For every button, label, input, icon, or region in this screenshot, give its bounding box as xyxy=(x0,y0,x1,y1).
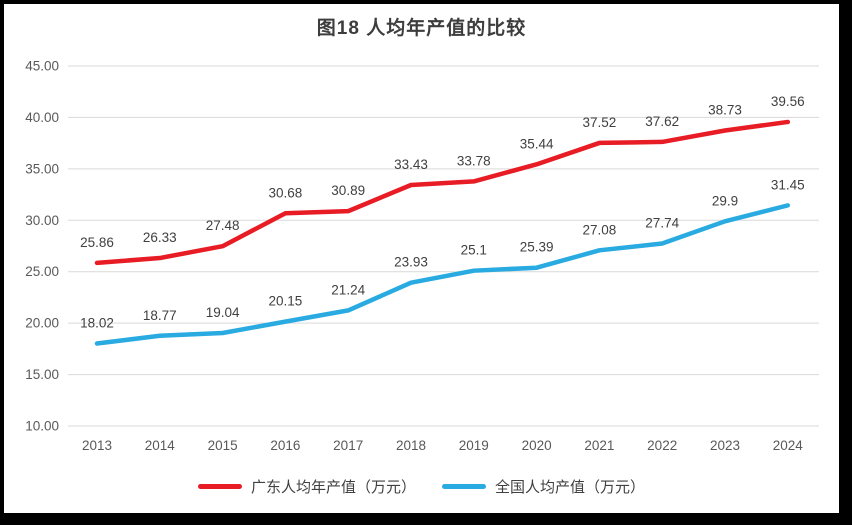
data-label-series-1: 27.74 xyxy=(645,216,679,231)
y-tick-label: 25.00 xyxy=(25,264,59,279)
data-label-series-0: 33.78 xyxy=(457,153,491,168)
legend-item-guangdong: 广东人均年产值（万元） xyxy=(197,476,416,497)
series-line-0 xyxy=(94,119,791,266)
chart-legend: 广东人均年产值（万元） 全国人均产值（万元） xyxy=(4,476,839,497)
x-tick-label: 2020 xyxy=(522,438,552,453)
x-tick-label: 2015 xyxy=(208,438,238,453)
y-tick-label: 20.00 xyxy=(25,316,59,331)
chart-canvas: 图18 人均年产值的比较 10.00 15.00 20.00 25.00 30.00 35… xyxy=(4,4,839,513)
data-label-series-1: 23.93 xyxy=(394,255,428,270)
x-tick-label: 2023 xyxy=(710,438,740,453)
chart-title: 图18 人均年产值的比较 xyxy=(316,18,527,39)
y-tick-label: 45.00 xyxy=(25,59,59,74)
data-label-series-0: 37.62 xyxy=(645,114,679,129)
data-label-series-1: 29.9 xyxy=(712,193,738,208)
data-label-series-1: 31.45 xyxy=(771,177,805,192)
data-label-series-0: 30.68 xyxy=(269,185,303,200)
data-label-series-1: 21.24 xyxy=(331,282,365,297)
x-tick-label: 2014 xyxy=(145,438,176,453)
y-tick-label: 30.00 xyxy=(25,213,59,228)
data-label-series-0: 39.56 xyxy=(771,94,805,109)
x-tick-label: 2019 xyxy=(459,438,489,453)
y-tick-label: 40.00 xyxy=(25,110,59,125)
x-tick-label: 2024 xyxy=(773,438,804,453)
y-tick-label: 35.00 xyxy=(25,161,59,176)
x-tick-label: 2016 xyxy=(270,438,300,453)
data-label-series-1: 25.39 xyxy=(520,240,554,255)
line-chart-plot: 10.00 15.00 20.00 25.00 30.00 35.00 40.00 45.00… xyxy=(25,59,819,453)
y-tick-label: 15.00 xyxy=(25,367,59,382)
legend-line-swatch-blue xyxy=(442,484,486,489)
legend-label-national: 全国人均产值（万元） xyxy=(495,479,646,496)
x-tick-label: 2017 xyxy=(333,438,363,453)
x-tick-label: 2018 xyxy=(396,438,426,453)
data-label-series-1: 18.02 xyxy=(80,316,114,331)
data-label-series-1: 19.04 xyxy=(206,305,240,320)
data-label-series-0: 37.52 xyxy=(583,115,617,130)
x-tick-label: 2021 xyxy=(584,438,614,453)
legend-item-national: 全国人均产值（万元） xyxy=(442,476,645,497)
data-label-series-0: 30.89 xyxy=(331,183,365,198)
data-label-series-0: 27.48 xyxy=(206,218,240,233)
data-label-series-1: 18.77 xyxy=(143,308,177,323)
data-label-series-1: 27.08 xyxy=(583,222,617,237)
data-label-series-0: 35.44 xyxy=(520,136,554,151)
y-tick-label: 10.00 xyxy=(25,419,59,434)
x-tick-label: 2013 xyxy=(82,438,112,453)
data-label-series-1: 20.15 xyxy=(269,294,303,309)
x-tick-label: 2022 xyxy=(647,438,677,453)
data-label-series-1: 25.1 xyxy=(461,243,487,258)
legend-label-guangdong: 广东人均年产值（万元） xyxy=(250,479,416,496)
data-label-series-0: 26.33 xyxy=(143,230,177,245)
data-label-series-0: 25.86 xyxy=(80,235,114,250)
data-label-series-0: 33.43 xyxy=(394,157,428,172)
series-line-1 xyxy=(94,203,791,346)
data-label-series-0: 38.73 xyxy=(708,102,742,117)
legend-line-swatch-red xyxy=(197,484,242,489)
